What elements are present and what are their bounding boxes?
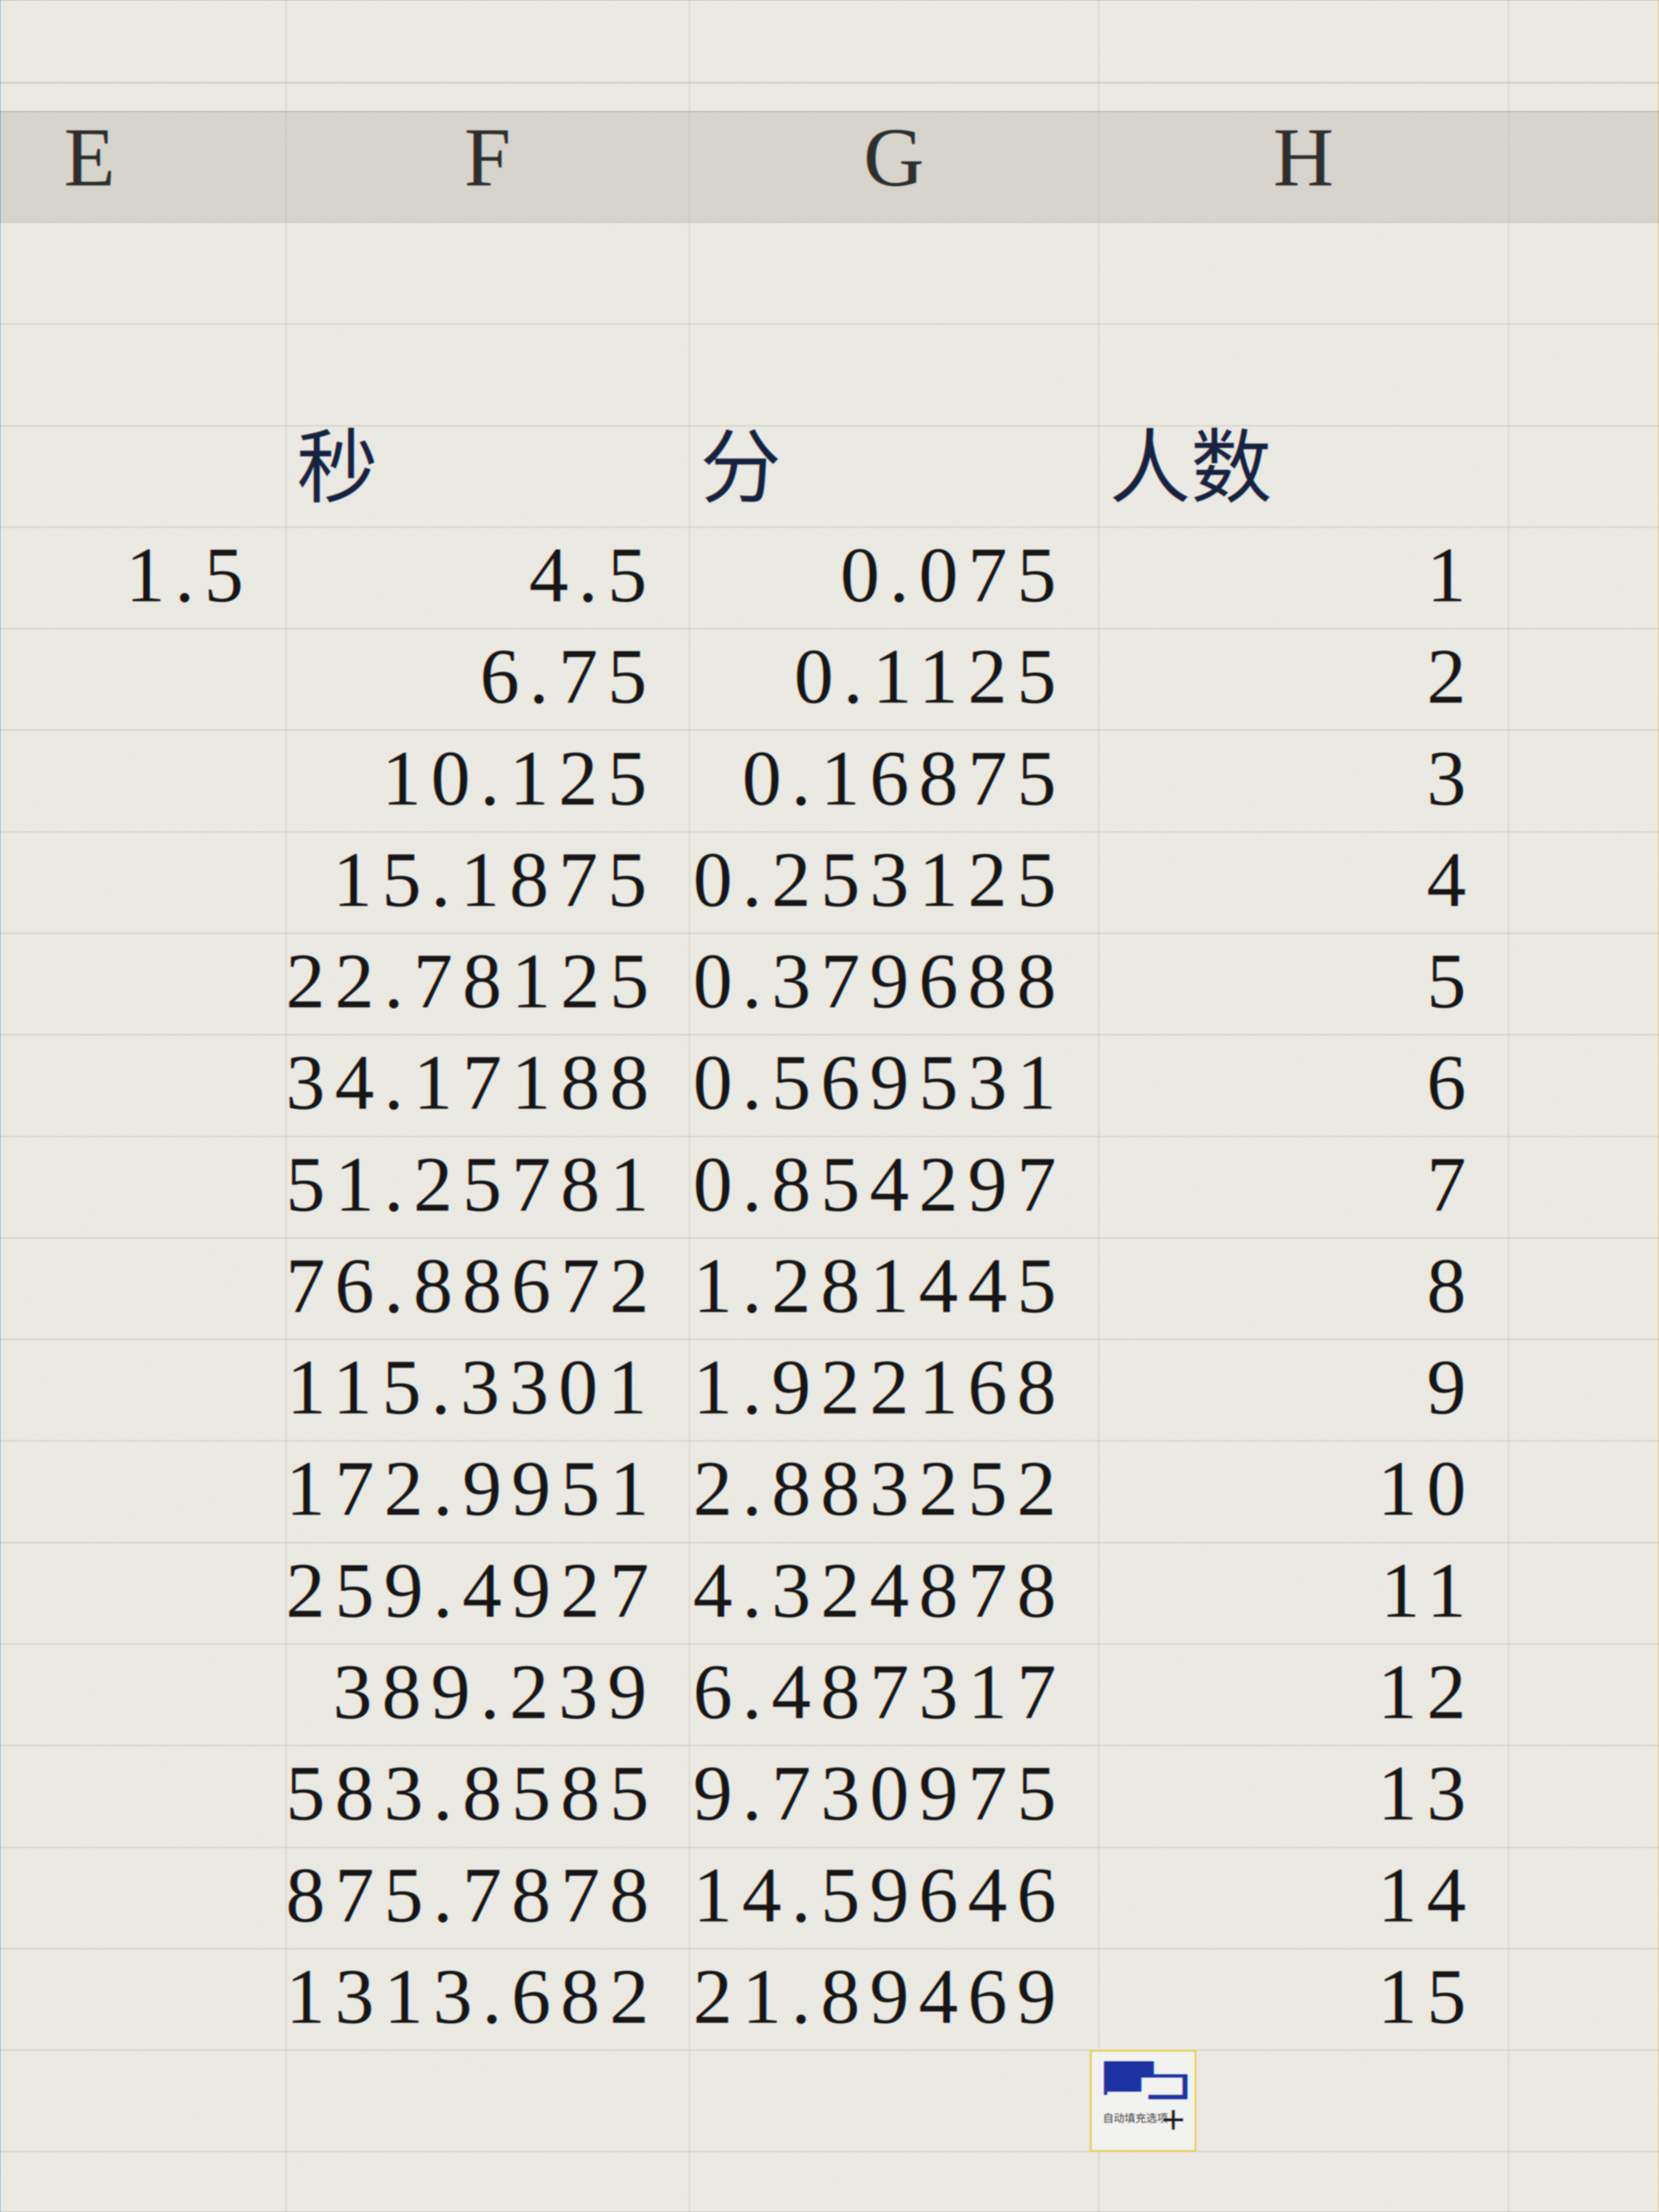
svg-text:自动填充选项: 自动填充选项 — [1103, 2112, 1168, 2125]
